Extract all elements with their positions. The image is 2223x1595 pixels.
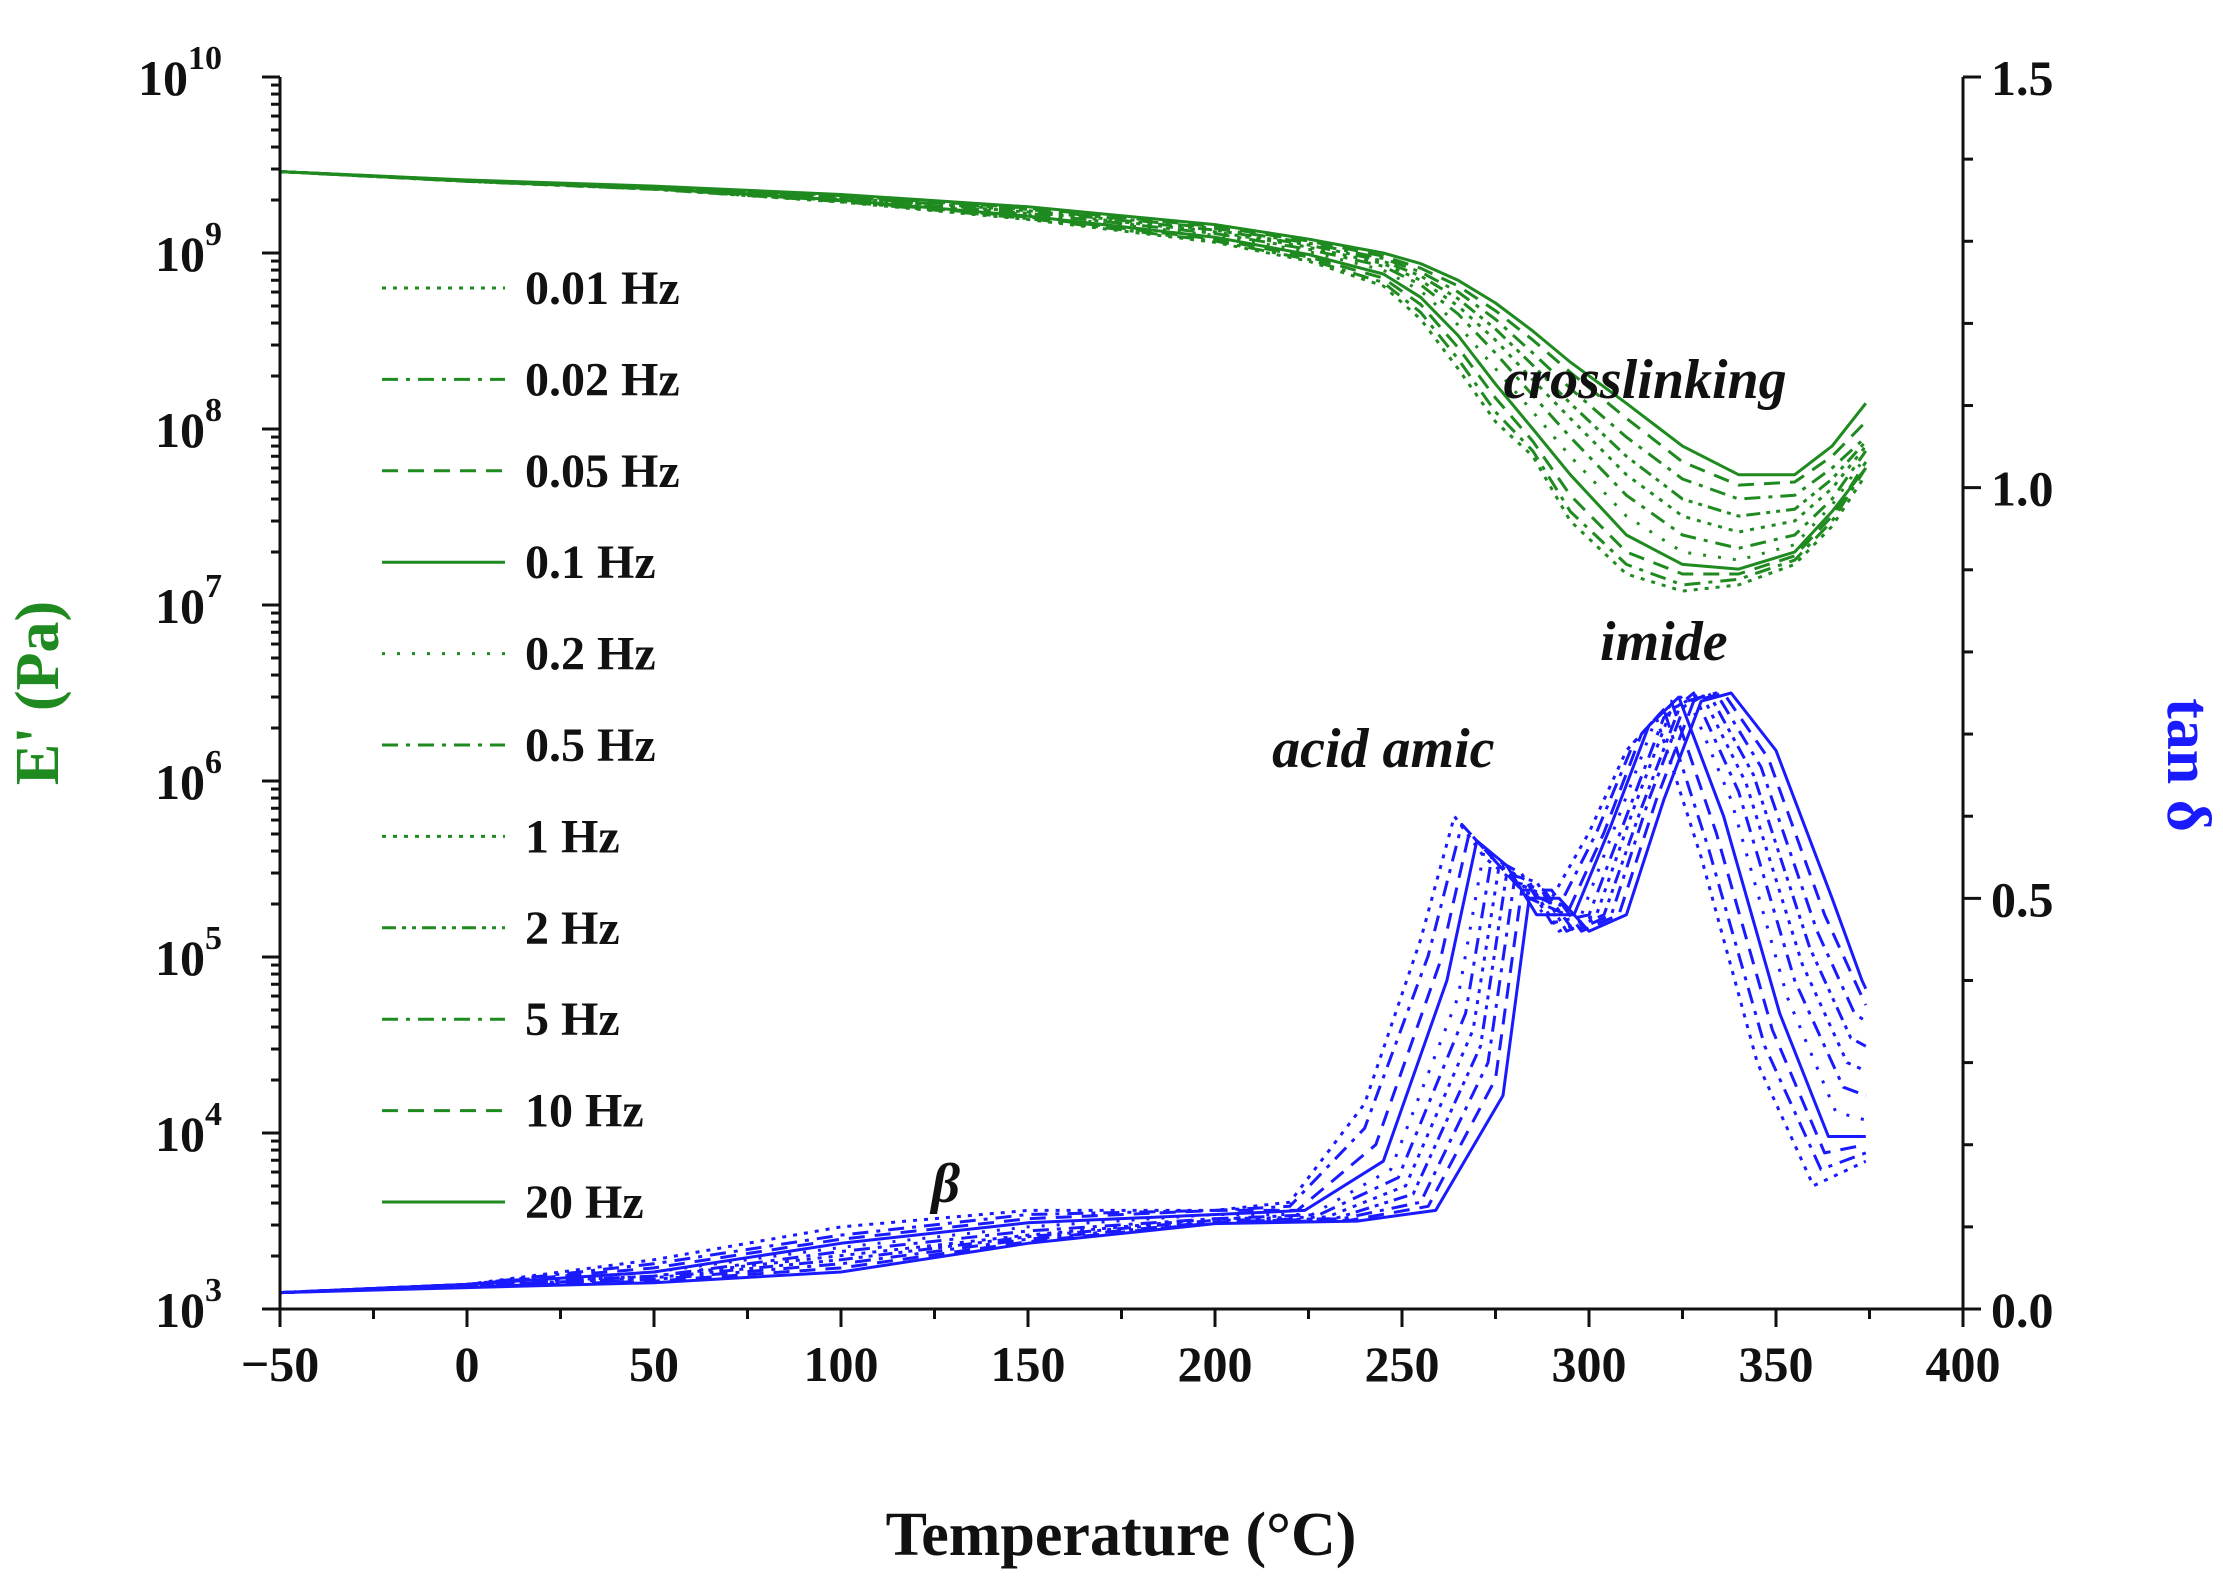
series-layer: [279, 170, 1868, 1295]
series-line-modulus-10: [279, 170, 1867, 477]
x-tick-label: 300: [1552, 1336, 1627, 1392]
x-tick-label: 400: [1926, 1336, 2001, 1392]
legend-label: 0.5 Hz: [525, 719, 656, 772]
series-line-tan-delta-20: [279, 691, 1868, 1295]
y-right-tick-label: 0.5: [1991, 871, 2054, 927]
series-line-tan-delta-19: [279, 691, 1867, 1295]
y-left-tick-label: 109: [155, 216, 222, 282]
annotation: acid amic: [1272, 718, 1495, 780]
x-tick-label: 250: [1365, 1336, 1440, 1392]
x-tick-label: 50: [629, 1336, 679, 1392]
y-left-tick-label: 104: [155, 1096, 222, 1162]
y-right-tick-label: 0.0: [1991, 1282, 2054, 1338]
series-line-modulus-5: [279, 170, 1868, 550]
x-tick-label: −50: [241, 1336, 320, 1392]
series-line-tan-delta-12: [279, 707, 1867, 1295]
series-line-modulus-4: [279, 170, 1868, 562]
legend: 0.01 Hz 0.02 Hz 0.05 Hz 0.1 Hz 0.2 Hz 0.5 Hz 1…: [382, 262, 680, 1229]
x-tick-label: 0: [455, 1336, 480, 1392]
legend-label: 10 Hz: [525, 1085, 644, 1138]
x-tick-label: 200: [1178, 1336, 1253, 1392]
legend-label: 2 Hz: [525, 902, 620, 955]
series-line-tan-delta-14: [279, 695, 1866, 1295]
series-line-tan-delta-11: [279, 716, 1867, 1295]
series-line-tan-delta-17: [279, 691, 1867, 1295]
legend-label: 0.02 Hz: [525, 353, 680, 406]
y-left-tick-label: 107: [155, 568, 222, 634]
series-line-tan-delta-18: [279, 691, 1867, 1295]
legend-label: 20 Hz: [525, 1176, 644, 1229]
y-left-axis-title: E' (Pa): [4, 601, 72, 785]
legend-label: 0.2 Hz: [525, 628, 656, 681]
ticks-layer: −50 0 50 100 150 200 250 300 350 400 103 104 105 106 1…: [138, 40, 2054, 1392]
y-left-tick-label: 108: [155, 392, 222, 458]
y-left-tick-label: 105: [155, 920, 222, 986]
annotation: β: [929, 1153, 960, 1215]
x-tick-label: 350: [1739, 1336, 1814, 1392]
y-left-tick-label: 1010: [138, 40, 222, 106]
y-right-axis-title: tan δ: [2154, 698, 2222, 832]
annotation: crosslinking: [1503, 349, 1786, 411]
y-right-tick-label: 1.5: [1991, 50, 2054, 106]
y-left-tick-label: 103: [155, 1272, 222, 1338]
series-line-modulus-8: [279, 170, 1867, 501]
series-line-tan-delta-16: [279, 691, 1867, 1295]
y-left-tick-label: 106: [155, 744, 222, 810]
y-right-tick-label: 1.0: [1991, 461, 2054, 517]
series-line-modulus-3: [279, 170, 1867, 571]
x-axis-title: Temperature (°C): [886, 1501, 1357, 1569]
legend-label: 0.1 Hz: [525, 536, 656, 589]
legend-label: 1 Hz: [525, 810, 620, 863]
annotations-layer: crosslinking imide acid amic β: [929, 349, 1786, 1215]
annotation: imide: [1600, 611, 1728, 673]
series-line-tan-delta-13: [279, 699, 1867, 1295]
x-tick-label: 150: [991, 1336, 1066, 1392]
x-tick-label: 100: [804, 1336, 879, 1392]
series-line-tan-delta-21: [279, 691, 1868, 1295]
legend-label: 0.05 Hz: [525, 445, 680, 498]
legend-label: 5 Hz: [525, 993, 620, 1046]
legend-label: 0.01 Hz: [525, 262, 680, 315]
